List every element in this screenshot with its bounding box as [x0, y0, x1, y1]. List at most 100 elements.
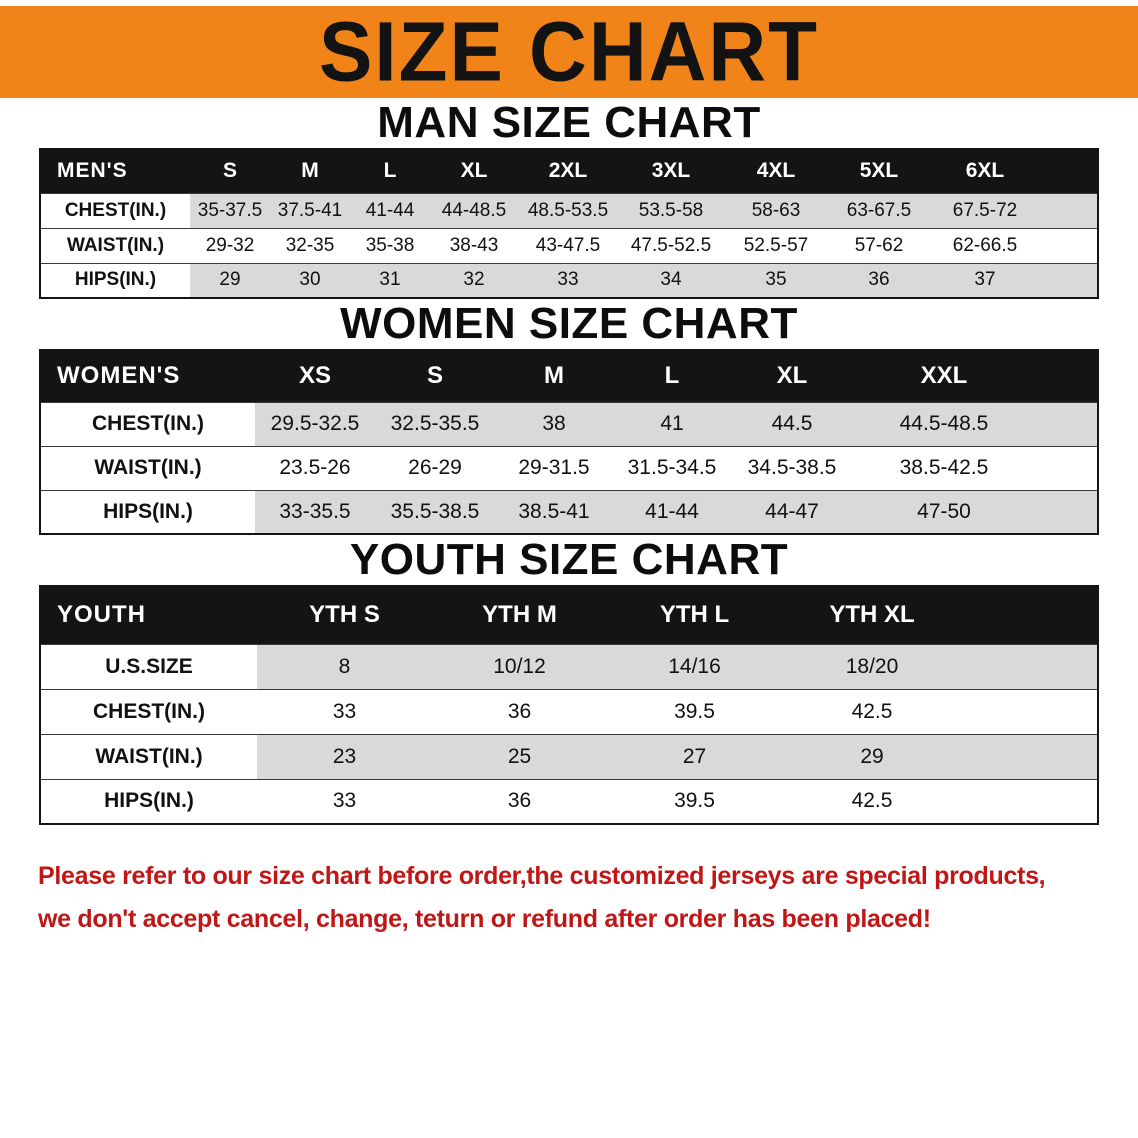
men-header-row: MEN'S S M L XL 2XL 3XL 4XL 5XL 6XL: [40, 149, 1098, 193]
row-label: CHEST(IN.): [40, 402, 255, 446]
size-cell: 36: [507, 789, 532, 813]
size-cell: 31: [350, 263, 430, 298]
empty-cell: [962, 644, 1098, 689]
size-cell: 42.5: [851, 699, 893, 723]
size-cell: 29-31.5: [518, 456, 590, 479]
row-label: WAIST(IN.): [40, 446, 255, 490]
col-header: XS: [255, 350, 375, 402]
size-cell: 38-43: [449, 234, 499, 256]
size-cell: 43-47.5: [535, 234, 601, 256]
women-hips-row: HIPS(IN.) 33-35.5 35.5-38.5 38.5-41 41-4…: [40, 490, 1098, 534]
size-cell: 29: [190, 263, 270, 298]
size-cell: 47.5-52.5: [630, 234, 712, 256]
women-corner-label: WOMEN'S: [40, 350, 255, 402]
empty-cell: [1040, 193, 1098, 228]
row-label: HIPS(IN.): [40, 490, 255, 534]
youth-corner-label: YOUTH: [40, 586, 257, 644]
size-cell: 27: [607, 734, 782, 779]
youth-size-table: YOUTH YTH S YTH M YTH L YTH XL U.S.SIZE …: [39, 585, 1099, 825]
row-label: HIPS(IN.): [40, 263, 190, 298]
col-header: XL: [731, 350, 853, 402]
row-label: WAIST(IN.): [40, 734, 257, 779]
size-cell: 67.5-72: [930, 193, 1040, 228]
page-title: SIZE CHART: [319, 4, 819, 99]
size-cell: 52.5-57: [743, 234, 809, 256]
size-chart-banner: SIZE CHART: [0, 4, 1138, 99]
size-cell: 62-66.5: [952, 234, 1018, 256]
men-waist-row: WAIST(IN.) 29-32 32-35 35-38 38-43 43-47…: [40, 228, 1098, 263]
size-cell: 34.5-38.5: [747, 456, 837, 479]
women-waist-row: WAIST(IN.) 23.5-26 26-29 29-31.5 31.5-34…: [40, 446, 1098, 490]
size-cell: 23: [257, 734, 432, 779]
disclaimer-line-1: Please refer to our size chart before or…: [38, 862, 1046, 890]
size-cell: 57-62: [854, 234, 904, 256]
col-header: XL: [430, 149, 518, 193]
size-cell: 14/16: [607, 644, 782, 689]
empty-header-cell: [962, 586, 1098, 644]
empty-cell: [1035, 446, 1098, 490]
size-cell: 29.5-32.5: [255, 402, 375, 446]
size-cell: 41: [613, 402, 731, 446]
size-cell: 38.5-42.5: [899, 456, 989, 479]
men-size-table: MEN'S S M L XL 2XL 3XL 4XL 5XL 6XL CHEST…: [39, 148, 1099, 299]
row-label: U.S.SIZE: [40, 644, 257, 689]
size-cell: 31.5-34.5: [627, 456, 717, 479]
size-cell: 37: [930, 263, 1040, 298]
empty-cell: [1040, 228, 1098, 263]
size-cell: 44-47: [731, 490, 853, 534]
men-section: MAN SIZE CHART MEN'S S M L XL 2XL 3XL 4X…: [0, 98, 1138, 299]
size-cell: 44.5: [731, 402, 853, 446]
youth-heading: YOUTH SIZE CHART: [349, 535, 789, 584]
col-header: 5XL: [828, 149, 930, 193]
size-cell: 25: [432, 734, 607, 779]
youth-header-row: YOUTH YTH S YTH M YTH L YTH XL: [40, 586, 1098, 644]
size-cell: 42.5: [851, 789, 893, 813]
disclaimer: Please refer to our size chart before or…: [38, 855, 1100, 941]
row-label: HIPS(IN.): [40, 779, 257, 824]
men-chest-row: CHEST(IN.) 35-37.5 37.5-41 41-44 44-48.5…: [40, 193, 1098, 228]
youth-chest-row: CHEST(IN.) 33 36 39.5 42.5: [40, 689, 1098, 734]
col-header: S: [190, 149, 270, 193]
men-corner-label: MEN'S: [40, 149, 190, 193]
col-header: YTH XL: [782, 586, 962, 644]
size-cell: 58-63: [724, 193, 828, 228]
disclaimer-line-2: we don't accept cancel, change, teturn o…: [38, 905, 931, 933]
size-cell: 33-35.5: [255, 490, 375, 534]
col-header: 6XL: [930, 149, 1040, 193]
size-cell: 35-37.5: [190, 193, 270, 228]
size-cell: 35-38: [365, 234, 415, 256]
size-cell: 34: [618, 263, 724, 298]
youth-hips-row: HIPS(IN.) 33 36 39.5 42.5: [40, 779, 1098, 824]
youth-section: YOUTH SIZE CHART YOUTH YTH S YTH M YTH L…: [0, 535, 1138, 825]
col-header: 3XL: [618, 149, 724, 193]
size-cell: 38: [495, 402, 613, 446]
col-header: M: [270, 149, 350, 193]
size-cell: 29: [782, 734, 962, 779]
size-cell: 37.5-41: [270, 193, 350, 228]
empty-cell: [1035, 402, 1098, 446]
size-cell: 33: [332, 699, 357, 723]
size-cell: 18/20: [782, 644, 962, 689]
size-cell: 47-50: [853, 490, 1035, 534]
empty-cell: [1035, 490, 1098, 534]
women-chest-row: CHEST(IN.) 29.5-32.5 32.5-35.5 38 41 44.…: [40, 402, 1098, 446]
size-cell: 48.5-53.5: [518, 193, 618, 228]
size-cell: 38.5-41: [495, 490, 613, 534]
size-cell: 41-44: [350, 193, 430, 228]
men-heading: MAN SIZE CHART: [377, 98, 761, 147]
col-header: YTH S: [257, 586, 432, 644]
row-label: WAIST(IN.): [40, 228, 190, 263]
empty-header-cell: [1035, 350, 1098, 402]
col-header: YTH M: [432, 586, 607, 644]
col-header: L: [613, 350, 731, 402]
women-heading: WOMEN SIZE CHART: [340, 299, 798, 348]
size-cell: 35.5-38.5: [375, 490, 495, 534]
col-header: L: [350, 149, 430, 193]
col-header: XXL: [853, 350, 1035, 402]
women-header-row: WOMEN'S XS S M L XL XXL: [40, 350, 1098, 402]
size-cell: 44.5-48.5: [853, 402, 1035, 446]
size-cell: 33: [518, 263, 618, 298]
empty-cell: [1040, 263, 1098, 298]
size-cell: 44-48.5: [430, 193, 518, 228]
row-label: CHEST(IN.): [40, 689, 257, 734]
